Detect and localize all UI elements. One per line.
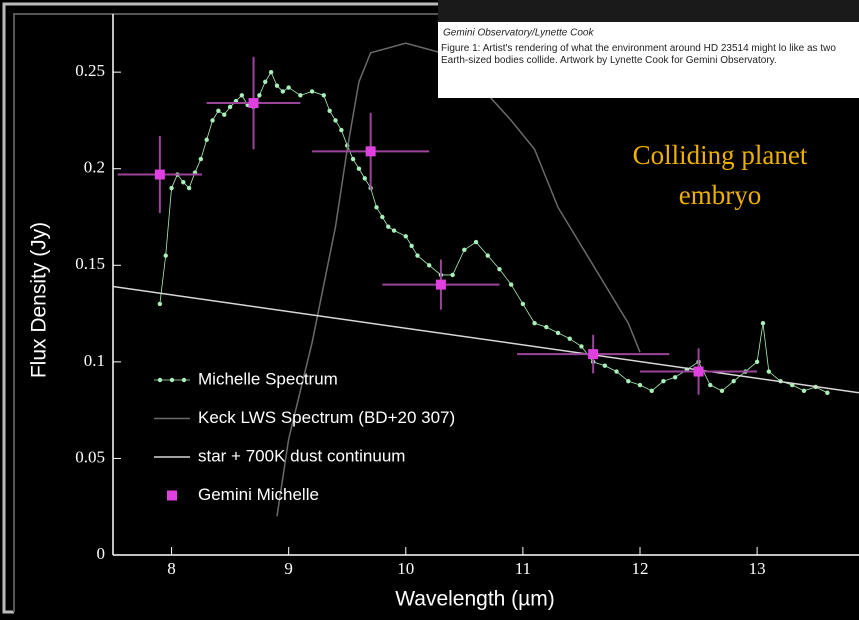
x-tick-label: 13	[749, 559, 766, 578]
marker	[474, 240, 478, 244]
marker	[363, 176, 367, 180]
marker	[462, 248, 466, 252]
marker	[228, 105, 232, 109]
marker	[392, 228, 396, 232]
marker	[281, 89, 285, 93]
marker	[450, 273, 454, 277]
legend-marker	[167, 491, 177, 501]
y-tick-label: 0.15	[75, 254, 105, 273]
inset-caption-box: Figure 1: Artist's rendering of what the…	[441, 43, 859, 95]
x-tick-label: 12	[632, 559, 649, 578]
inset: Gemini Observatory/Lynette Cook Figure 1…	[438, 0, 859, 98]
marker	[310, 89, 314, 93]
annotation-line: embryo	[679, 180, 761, 210]
marker	[181, 180, 185, 184]
marker	[825, 391, 829, 395]
x-tick-label: 10	[397, 559, 414, 578]
marker	[327, 109, 331, 113]
marker	[767, 369, 771, 373]
marker	[497, 267, 501, 271]
marker	[155, 170, 165, 180]
marker	[436, 280, 446, 290]
marker	[614, 369, 618, 373]
marker	[532, 321, 536, 325]
marker	[357, 167, 361, 171]
marker	[708, 383, 712, 387]
marker	[579, 344, 583, 348]
marker	[199, 157, 203, 161]
marker	[761, 321, 765, 325]
inset-credit: Gemini Observatory/Lynette Cook	[443, 28, 594, 39]
marker	[158, 302, 162, 306]
marker	[386, 224, 390, 228]
marker	[275, 83, 279, 87]
marker	[661, 379, 665, 383]
marker	[626, 379, 630, 383]
legend-marker	[170, 378, 174, 382]
marker	[169, 186, 173, 190]
marker	[556, 331, 560, 335]
marker	[694, 367, 704, 377]
marker	[222, 112, 226, 116]
marker	[216, 109, 220, 113]
marker	[673, 375, 677, 379]
marker	[210, 118, 214, 122]
marker	[333, 118, 337, 122]
marker	[509, 282, 513, 286]
y-tick-label: 0.1	[84, 351, 105, 370]
y-tick-label: 0	[97, 544, 106, 563]
legend-marker	[158, 378, 162, 382]
marker	[269, 70, 273, 74]
marker	[415, 253, 419, 257]
marker	[544, 325, 548, 329]
y-tick-label: 0.25	[75, 61, 105, 80]
marker	[802, 389, 806, 393]
x-tick-label: 11	[515, 559, 531, 578]
x-tick-label: 9	[284, 559, 293, 578]
annotation-line: Colliding planet	[633, 140, 808, 170]
marker	[380, 215, 384, 219]
marker	[603, 364, 607, 368]
marker	[322, 93, 326, 97]
marker	[755, 360, 759, 364]
marker	[164, 253, 168, 257]
marker	[638, 383, 642, 387]
marker	[249, 98, 259, 108]
marker	[588, 349, 598, 359]
marker	[650, 389, 654, 393]
y-axis-label: Flux Density (Jy)	[28, 222, 51, 378]
marker	[404, 234, 408, 238]
marker	[568, 336, 572, 340]
marker	[427, 263, 431, 267]
legend-label: Michelle Spectrum	[198, 369, 338, 388]
inset-caption: Figure 1: Artist's rendering of what the…	[441, 43, 859, 67]
marker	[263, 80, 267, 84]
marker	[731, 379, 735, 383]
marker	[486, 253, 490, 257]
y-tick-label: 0.2	[84, 158, 105, 177]
marker	[187, 186, 191, 190]
marker	[366, 146, 376, 156]
marker	[409, 244, 413, 248]
x-axis-label: Wavelength (µm)	[395, 588, 555, 611]
legend-label: Gemini Michelle	[198, 485, 319, 504]
marker	[374, 205, 378, 209]
marker	[240, 93, 244, 97]
marker	[720, 389, 724, 393]
marker	[298, 93, 302, 97]
y-tick-label: 0.05	[75, 447, 105, 466]
marker	[204, 138, 208, 142]
legend-label: star + 700K dust continuum	[198, 446, 405, 465]
marker	[521, 302, 525, 306]
legend-label: Keck LWS Spectrum (BD+20 307)	[198, 408, 455, 427]
slide: 0 0.05 0.1 0.15 0.2 0.25 8 9 10 11 12 13 Wavelength …	[0, 0, 859, 615]
inset-image	[438, 0, 859, 22]
marker	[339, 128, 343, 132]
x-tick-label: 8	[167, 559, 176, 578]
marker	[257, 93, 261, 97]
legend-marker	[182, 378, 186, 382]
marker	[286, 85, 290, 89]
marker	[351, 157, 355, 161]
